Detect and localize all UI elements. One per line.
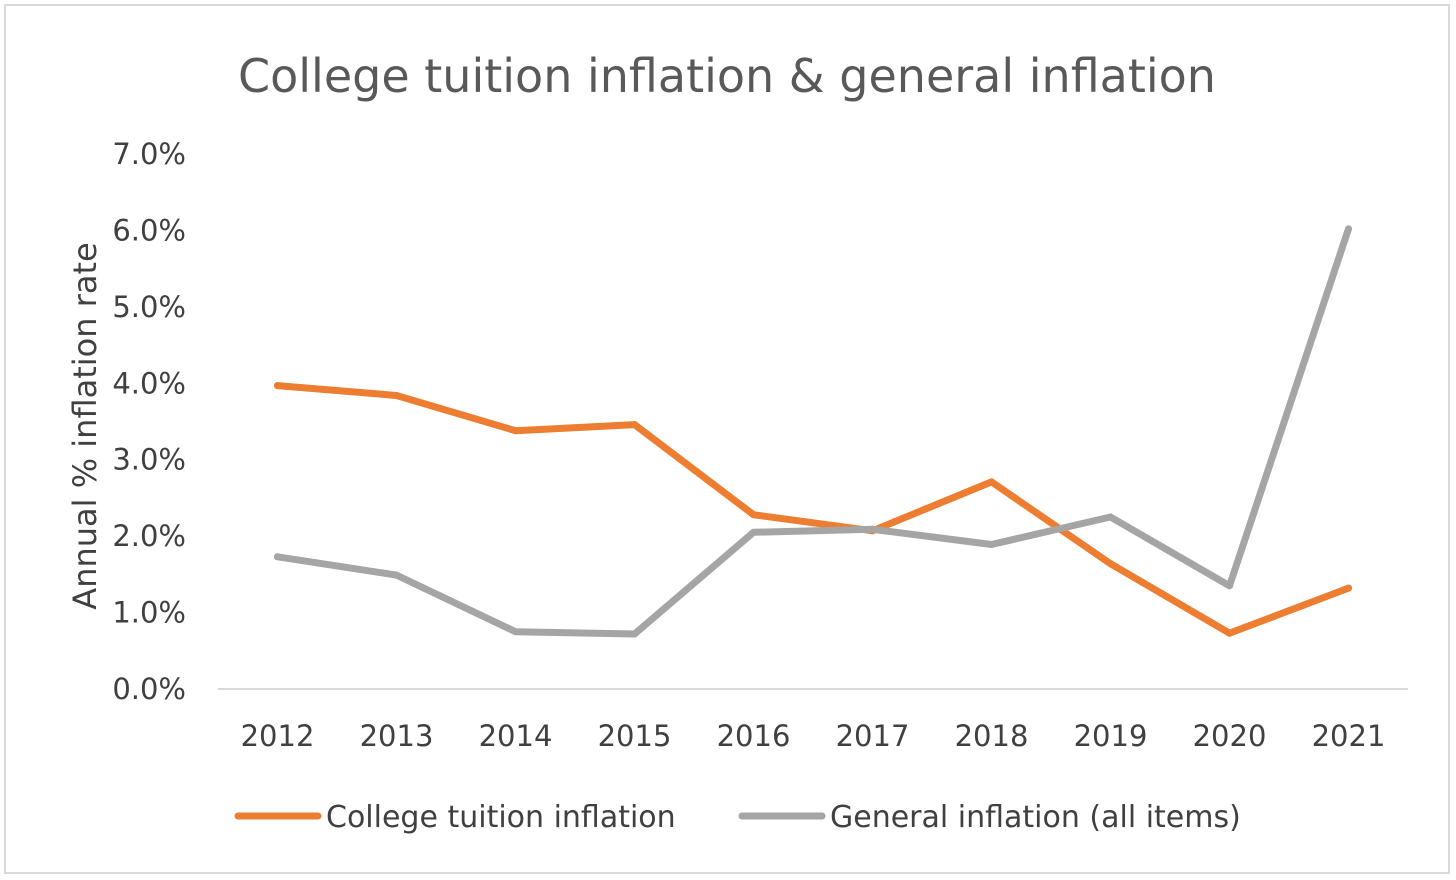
legend-label: College tuition inflation	[326, 800, 676, 835]
series-lines	[274, 225, 1352, 638]
x-tick-label: 2013	[360, 719, 434, 753]
x-tick-label: 2021	[1312, 719, 1386, 753]
y-tick-label: 6.0%	[112, 213, 186, 247]
x-tick-label: 2019	[1074, 719, 1148, 753]
data-point	[274, 382, 281, 390]
data-point	[631, 630, 638, 638]
data-point	[1226, 582, 1233, 590]
data-point	[393, 392, 400, 400]
x-axis-ticks: 2012 2013 2014 2015 2016 2017 2018 2019 2020 2021	[241, 719, 1386, 753]
line-chart: College tuition inflation & general infl…	[66, 49, 1408, 835]
x-tick-label: 2016	[717, 719, 791, 753]
data-point	[1345, 225, 1352, 233]
y-tick-label: 2.0%	[112, 519, 186, 553]
data-point	[1107, 513, 1114, 521]
data-point	[750, 528, 757, 536]
x-tick-label: 2012	[241, 719, 315, 753]
data-point	[1107, 560, 1114, 568]
data-point	[988, 541, 995, 549]
y-tick-label: 1.0%	[112, 596, 186, 630]
legend-label: General inflation (all items)	[830, 800, 1241, 835]
y-tick-label: 3.0%	[112, 443, 186, 477]
x-tick-label: 2015	[598, 719, 672, 753]
x-tick-label: 2014	[479, 719, 553, 753]
y-tick-label: 5.0%	[112, 290, 186, 324]
legend: College tuition inflation General inflati…	[234, 800, 1241, 835]
x-tick-label: 2020	[1193, 719, 1267, 753]
data-point	[1345, 584, 1352, 592]
y-axis-label: Annual % inflation rate	[66, 242, 104, 609]
chart-frame: College tuition inflation & general infl…	[4, 4, 1450, 874]
x-tick-label: 2017	[836, 719, 910, 753]
data-point	[750, 511, 757, 519]
y-tick-label: 4.0%	[112, 366, 186, 400]
data-point	[869, 525, 876, 533]
series-line-2	[274, 225, 1352, 638]
data-point	[274, 553, 281, 561]
data-point	[393, 571, 400, 579]
data-point	[512, 628, 519, 636]
y-tick-label: 7.0%	[112, 137, 186, 171]
data-point	[1226, 629, 1233, 637]
chart-title: College tuition inflation & general infl…	[238, 49, 1216, 103]
y-axis-ticks: 0.0% 1.0% 2.0% 3.0% 4.0% 5.0% 6.0% 7.0%	[112, 137, 186, 706]
y-tick-label: 0.0%	[112, 672, 186, 706]
x-tick-label: 2018	[955, 719, 1029, 753]
data-point	[512, 427, 519, 435]
series-line-1	[274, 382, 1352, 637]
data-point	[988, 478, 995, 486]
data-point	[631, 421, 638, 429]
